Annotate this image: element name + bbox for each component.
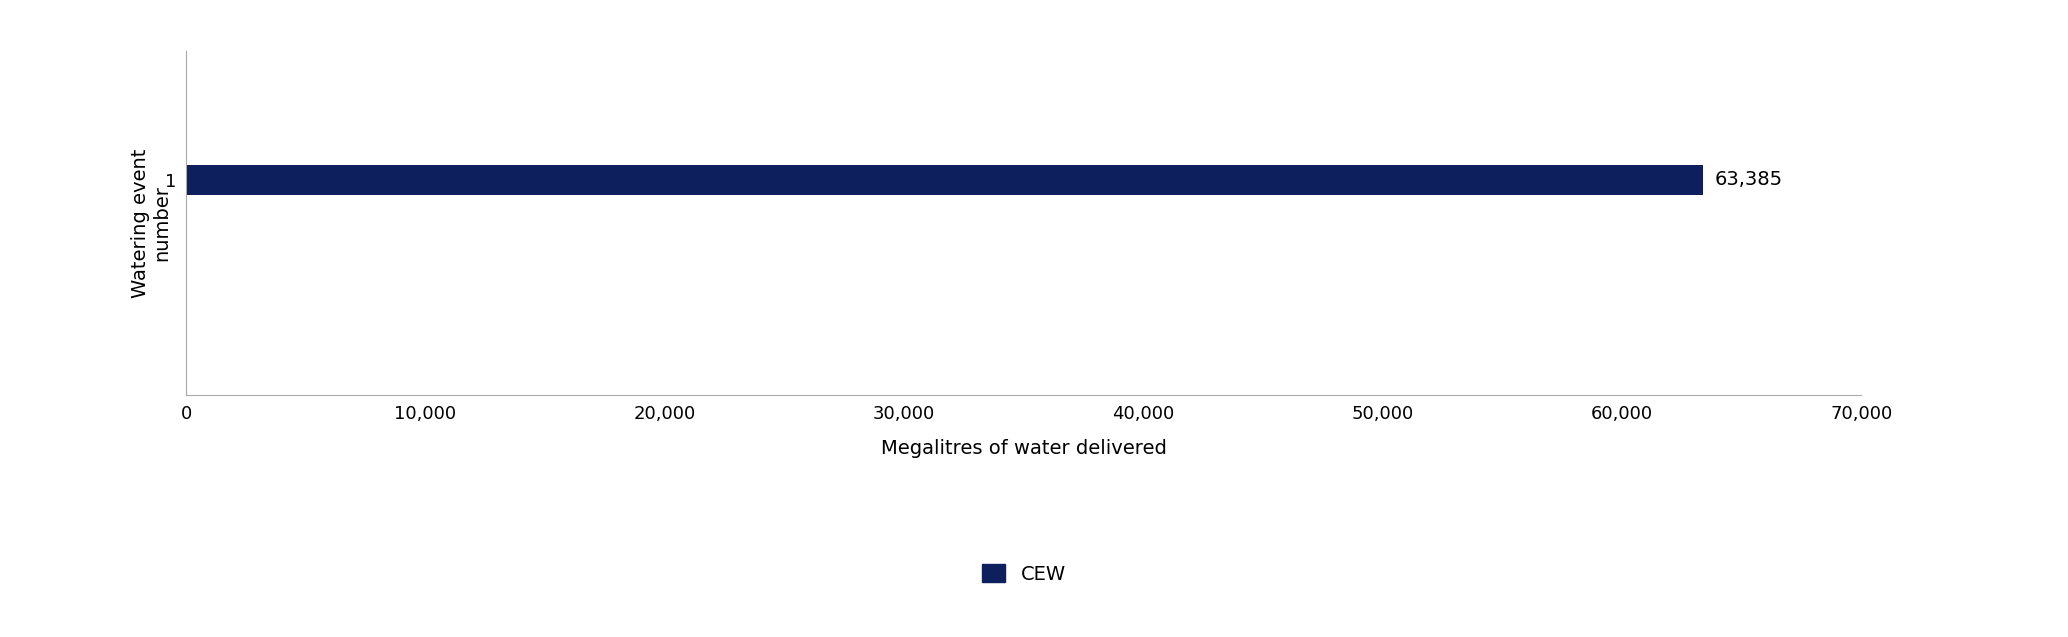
X-axis label: Megalitres of water delivered: Megalitres of water delivered (881, 440, 1166, 459)
Y-axis label: Watering event
number: Watering event number (130, 148, 172, 297)
Text: 63,385: 63,385 (1714, 171, 1783, 189)
Legend: CEW: CEW (974, 557, 1073, 592)
Bar (186, 165, 1702, 195)
